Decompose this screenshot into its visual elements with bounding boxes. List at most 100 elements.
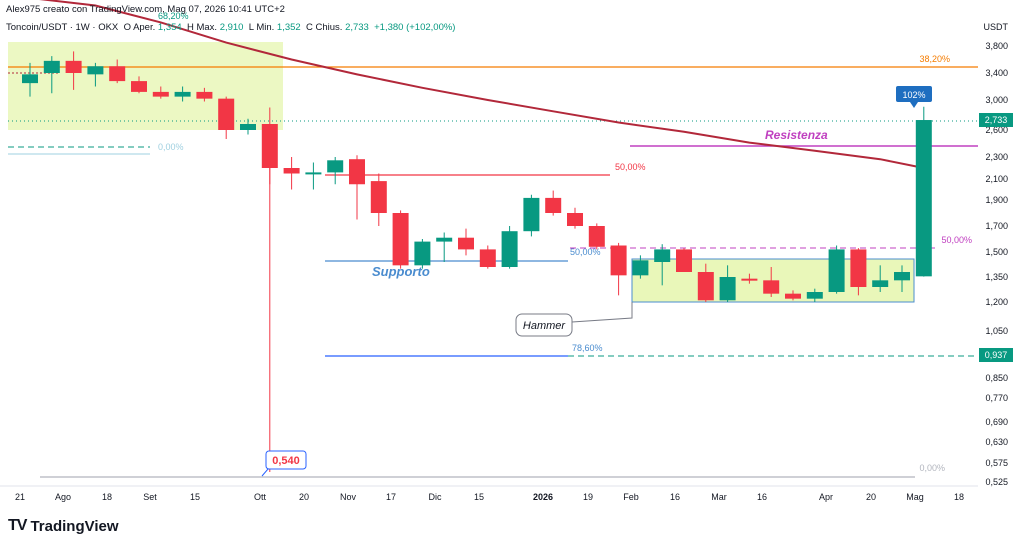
creator-line: Alex975 creato con TradingView.com, Mag … bbox=[6, 4, 285, 15]
fib-38-label: 38,20% bbox=[919, 54, 950, 64]
y-tick-label: 3,000 bbox=[985, 95, 1008, 105]
candle-body bbox=[632, 260, 649, 276]
hammer-label: Hammer bbox=[523, 320, 567, 332]
y-tick-label: 0,770 bbox=[985, 393, 1008, 403]
x-tick-label: Mag bbox=[906, 492, 924, 502]
x-tick-label: 18 bbox=[102, 492, 112, 502]
candle-body bbox=[283, 168, 300, 174]
x-tick-label: Dic bbox=[429, 492, 442, 502]
y-tick-label: 2,100 bbox=[985, 174, 1008, 184]
y-tick-label: 2,600 bbox=[985, 125, 1008, 135]
x-tick-label: Nov bbox=[340, 492, 357, 502]
level-price-badge bbox=[979, 348, 1013, 362]
candle-body bbox=[370, 181, 387, 213]
tradingview-brand[interactable]: TV TradingView bbox=[8, 517, 119, 535]
y-tick-label: 1,700 bbox=[985, 221, 1008, 231]
candle-body bbox=[806, 292, 823, 299]
y-tick-label: 1,350 bbox=[985, 272, 1008, 282]
resistance-label: Resistenza bbox=[765, 128, 828, 142]
candle-body bbox=[349, 159, 365, 185]
candle-body bbox=[523, 197, 540, 232]
level-price-label: 0,937 bbox=[985, 350, 1008, 360]
x-tick-label: 17 bbox=[386, 492, 396, 502]
x-tick-label: 2026 bbox=[533, 492, 553, 502]
y-tick-label: 1,900 bbox=[985, 195, 1008, 205]
close-label: C Chius. bbox=[305, 22, 343, 33]
x-tick-label: 21 bbox=[15, 492, 25, 502]
fib-50-magenta-label: 50,00% bbox=[941, 235, 972, 245]
x-tick-label: Apr bbox=[819, 492, 833, 502]
candle-body bbox=[872, 280, 889, 287]
candle-body bbox=[894, 272, 910, 281]
y-tick-label: 0,630 bbox=[985, 437, 1008, 447]
candle-body bbox=[501, 231, 518, 267]
fib-0-bottom-label: 0,00% bbox=[919, 463, 945, 473]
y-tick-label: 1,050 bbox=[985, 326, 1008, 336]
candle-body bbox=[588, 226, 605, 247]
low-value: 1,352 bbox=[276, 22, 301, 33]
low-callout-pointer bbox=[261, 468, 272, 477]
y-tick-label: 0,575 bbox=[985, 458, 1008, 468]
x-tick-label: 15 bbox=[474, 492, 484, 502]
x-tick-label: 16 bbox=[670, 492, 680, 502]
hammer-callout-box bbox=[515, 313, 573, 337]
x-tick-label: 18 bbox=[954, 492, 964, 502]
fib-68-label: 68,20% bbox=[158, 11, 189, 21]
candle-body bbox=[785, 293, 801, 299]
candle-body bbox=[392, 213, 409, 266]
tradingview-logo-icon: TV bbox=[8, 517, 27, 534]
candle-body bbox=[719, 277, 736, 301]
brand-name: TradingView bbox=[30, 517, 119, 535]
symbol-name[interactable]: Toncoin/USDT · 1W · OKX bbox=[6, 22, 119, 33]
candle-body bbox=[109, 66, 126, 82]
high-value: 2,910 bbox=[219, 22, 244, 33]
candle-body bbox=[479, 249, 496, 267]
pct-badge-label: 102% bbox=[902, 90, 925, 100]
candle-body bbox=[915, 120, 932, 277]
candle-body bbox=[610, 245, 627, 276]
candle-body bbox=[697, 272, 714, 301]
x-tick-label: 20 bbox=[866, 492, 876, 502]
moving-average-line bbox=[39, 0, 924, 169]
candle-body bbox=[22, 74, 38, 84]
currency-label: USDT bbox=[984, 22, 1009, 32]
fib-0-top-label: 0,00% bbox=[158, 142, 184, 152]
candle-body bbox=[174, 91, 191, 97]
low-callout-label: 0,540 bbox=[272, 455, 300, 467]
candle-body bbox=[261, 124, 278, 168]
candle-body bbox=[218, 98, 235, 130]
x-tick-label: Set bbox=[143, 492, 157, 502]
x-tick-label: 15 bbox=[190, 492, 200, 502]
x-tick-label: Feb bbox=[623, 492, 639, 502]
candle-body bbox=[240, 124, 256, 130]
x-tick-label: 16 bbox=[757, 492, 767, 502]
x-tick-label: Ago bbox=[55, 492, 71, 502]
candle-body bbox=[414, 241, 431, 266]
candle-body bbox=[676, 249, 692, 272]
candle-body bbox=[43, 60, 60, 73]
candle-body bbox=[763, 280, 780, 294]
y-tick-label: 0,690 bbox=[985, 417, 1008, 427]
candle-body bbox=[741, 278, 758, 281]
open-label: O Aper. bbox=[123, 22, 156, 33]
open-value: 1,354 bbox=[157, 22, 182, 33]
last-price-badge bbox=[979, 113, 1013, 127]
candle-body bbox=[654, 249, 671, 262]
fib-50-blue-label: 50,00% bbox=[570, 247, 601, 257]
candle-body bbox=[850, 249, 867, 287]
low-callout-box bbox=[265, 450, 307, 470]
close-value: 2,733 bbox=[345, 22, 369, 33]
y-tick-label: 1,200 bbox=[985, 297, 1008, 307]
y-tick-label: 1,500 bbox=[985, 247, 1008, 257]
candle-body bbox=[567, 213, 583, 226]
x-tick-label: Ott bbox=[254, 492, 267, 502]
y-tick-label: 3,400 bbox=[985, 68, 1008, 78]
candle-body bbox=[305, 172, 322, 175]
ohlc-header: Toncoin/USDT · 1W · OKX O Aper. 1,354 H … bbox=[6, 22, 455, 33]
candle-body bbox=[131, 81, 147, 92]
fib-50-red-label: 50,00% bbox=[615, 162, 646, 172]
y-tick-label: 2,300 bbox=[985, 152, 1008, 162]
candle-body bbox=[152, 91, 169, 97]
hammer-pointer bbox=[571, 302, 633, 323]
